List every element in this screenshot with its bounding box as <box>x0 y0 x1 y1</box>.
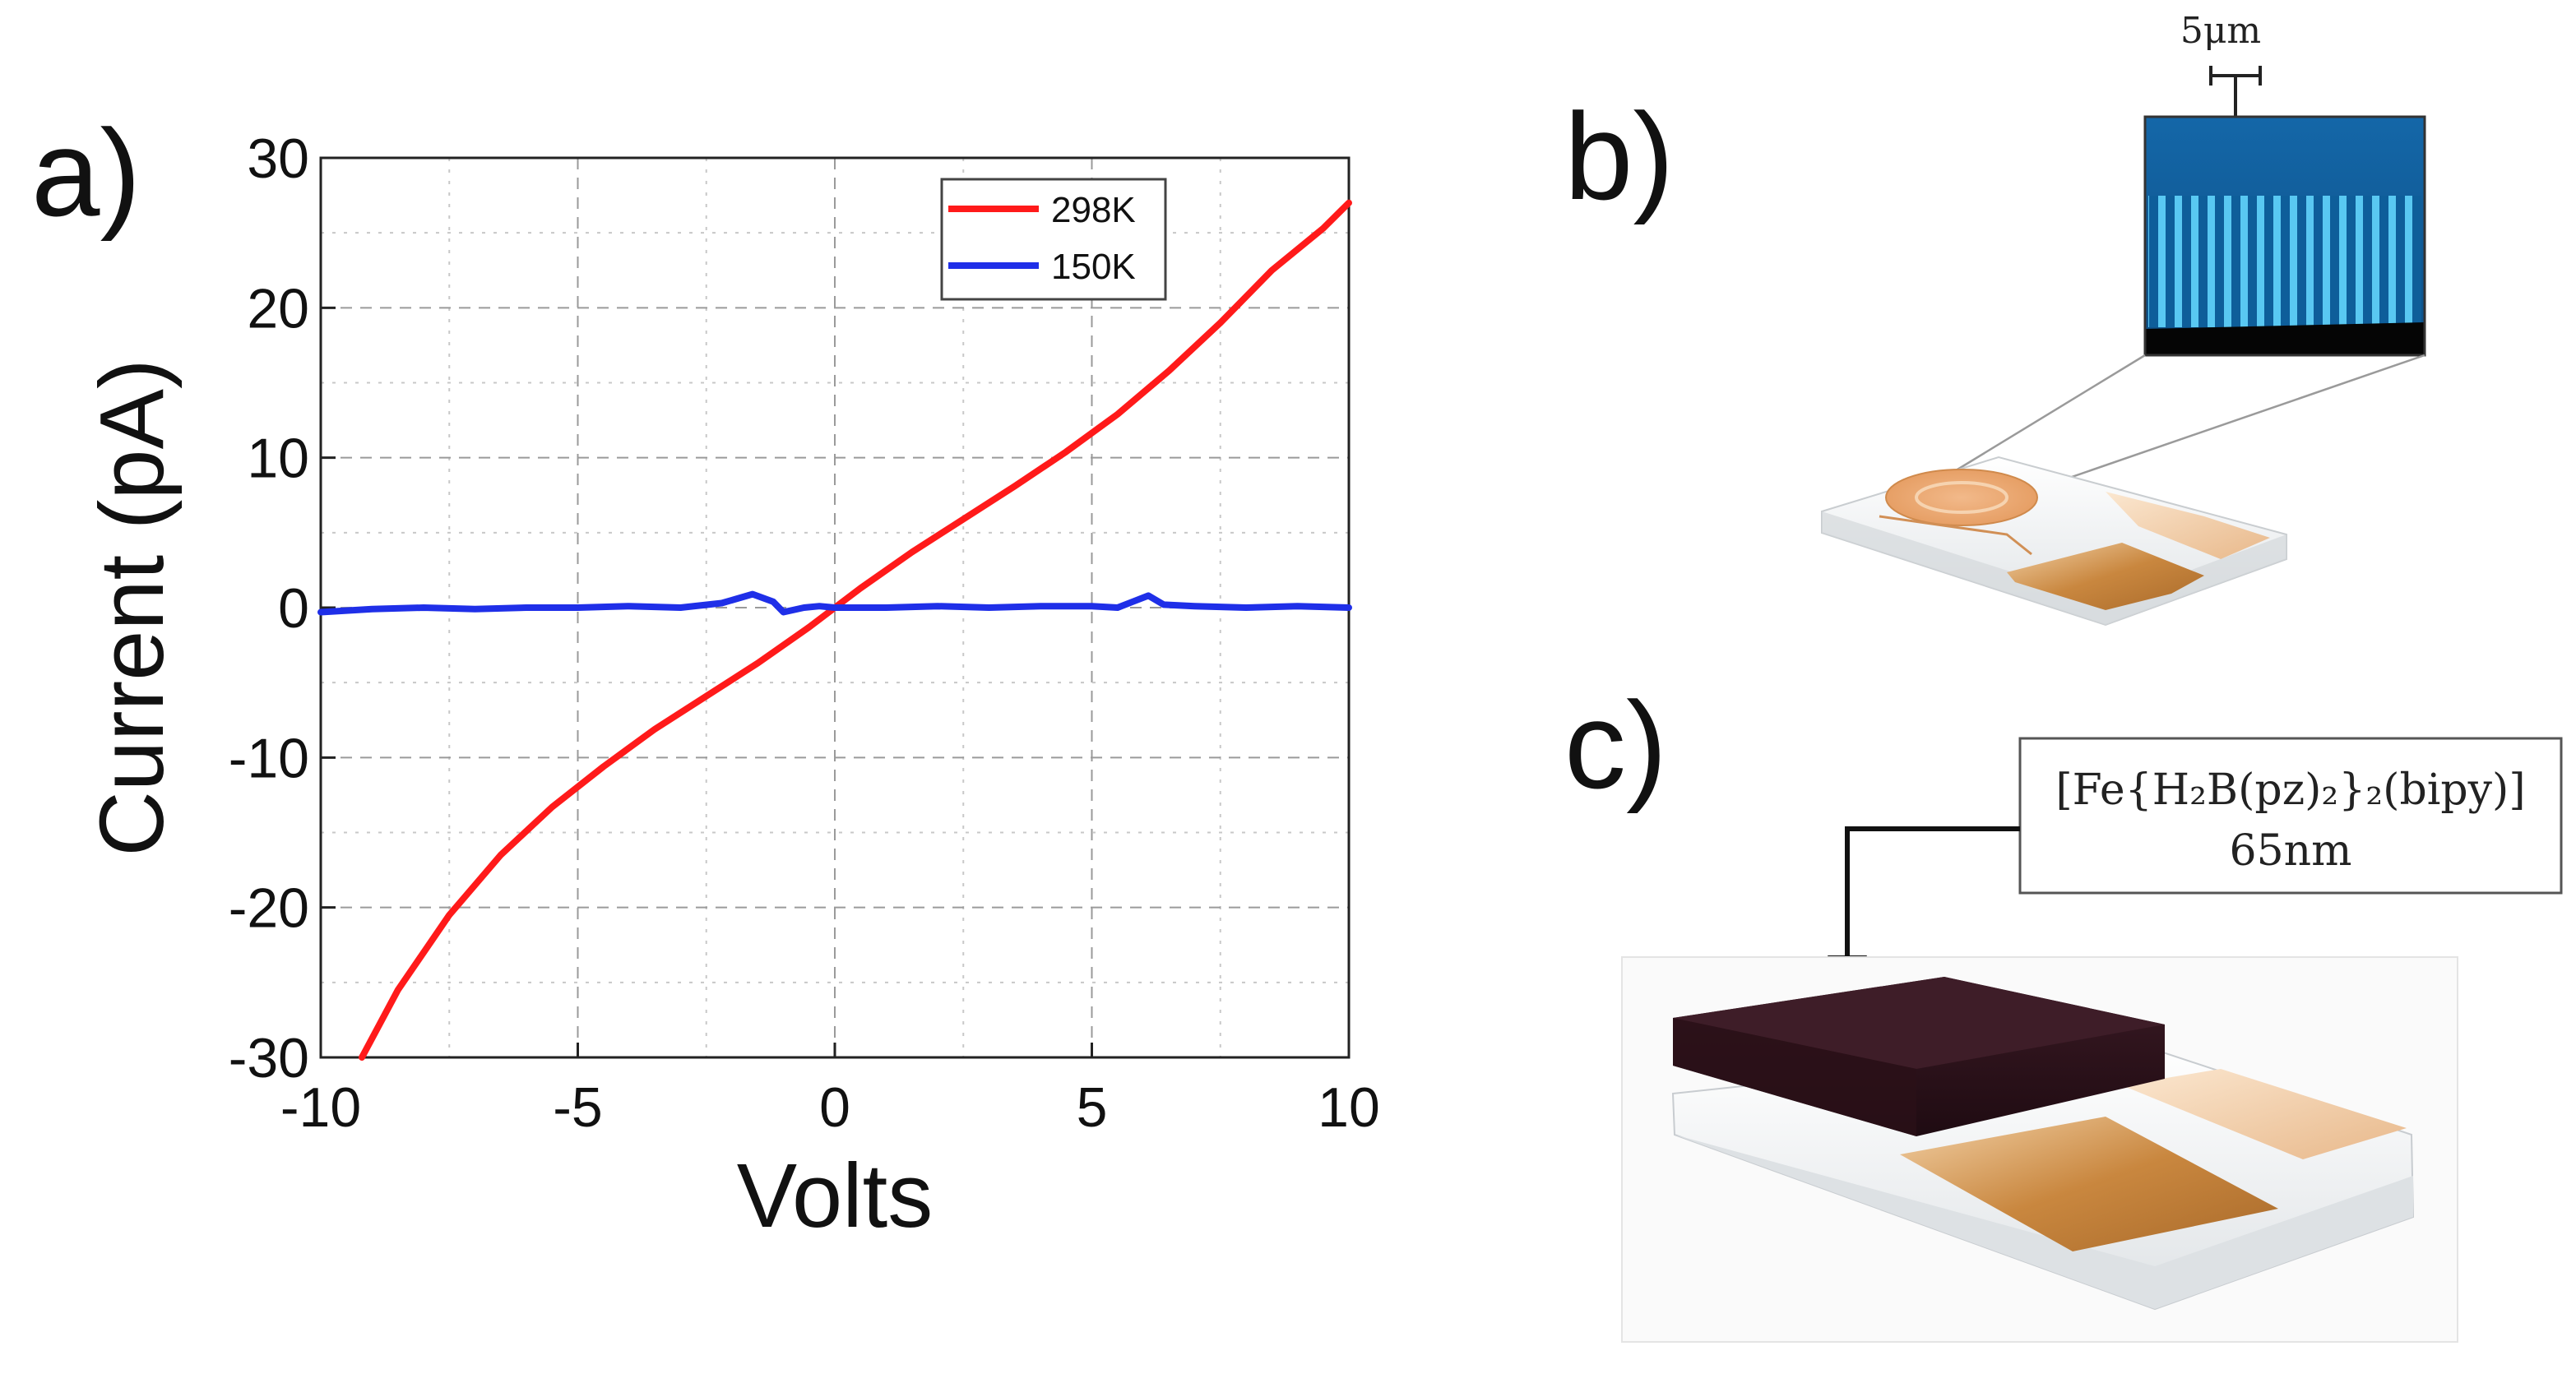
copper-electrode-1 <box>1900 1117 2278 1251</box>
panel-b-device: 5μm <box>1821 10 2426 627</box>
x-tick-label: -10 <box>280 1076 361 1139</box>
y-tick-label: 20 <box>247 277 309 340</box>
y-tick-label: -20 <box>229 877 309 940</box>
compound-label-box <box>2018 737 2563 895</box>
series-line-150k <box>317 590 1352 616</box>
legend-label-150k: 150K <box>1051 247 1136 287</box>
series-line-298k <box>359 199 1352 1061</box>
y-tick-label: -30 <box>229 1027 309 1089</box>
axis-ticks <box>319 156 1351 1059</box>
scale-bar-label: 5μm <box>2180 10 2261 52</box>
pointer-arrow <box>1845 826 2020 962</box>
y-tick-label: 0 <box>278 577 309 640</box>
circular-pad <box>1885 469 2038 526</box>
x-tick-label: 10 <box>1318 1076 1380 1139</box>
panel-c-device: [Fe{H₂B(pz)₂}₂(bipy)] 65nm <box>1621 737 2563 1343</box>
electrode-fingers <box>2148 196 2421 327</box>
tick-labels: -10 -5 0 5 10 -30 -20 -10 0 10 20 30 <box>229 127 1380 1139</box>
panel-c-label: c) <box>1564 676 1667 814</box>
compound-formula: [Fe{H₂B(pz)₂}₂(bipy)] <box>2055 766 2525 815</box>
panel-a-label: a) <box>31 104 141 242</box>
x-tick-label: -5 <box>553 1076 602 1139</box>
x-tick-label: 0 <box>819 1076 850 1139</box>
y-axis-title: Current (pA) <box>81 358 183 856</box>
y-tick-label: 10 <box>247 428 309 490</box>
copper-electrode-2 <box>2122 1069 2407 1159</box>
copper-contact-2 <box>2106 492 2270 559</box>
x-tick-label: 5 <box>1077 1076 1108 1139</box>
iv-chart: -10 -5 0 5 10 -30 -20 -10 0 10 20 30 Volts Current … <box>81 127 1380 1247</box>
legend-box <box>940 178 1167 301</box>
y-tick-label: 30 <box>247 127 309 190</box>
y-tick-label: -10 <box>229 727 309 789</box>
legend-label-298k: 298K <box>1051 190 1136 230</box>
x-axis-title: Volts <box>737 1145 933 1247</box>
film-thickness: 65nm <box>2230 826 2352 876</box>
panel-b-label: b) <box>1564 87 1674 225</box>
copper-contact-1 <box>2007 543 2204 610</box>
chart-legend: 298K 150K <box>940 178 1167 301</box>
chart-series <box>317 199 1352 1061</box>
